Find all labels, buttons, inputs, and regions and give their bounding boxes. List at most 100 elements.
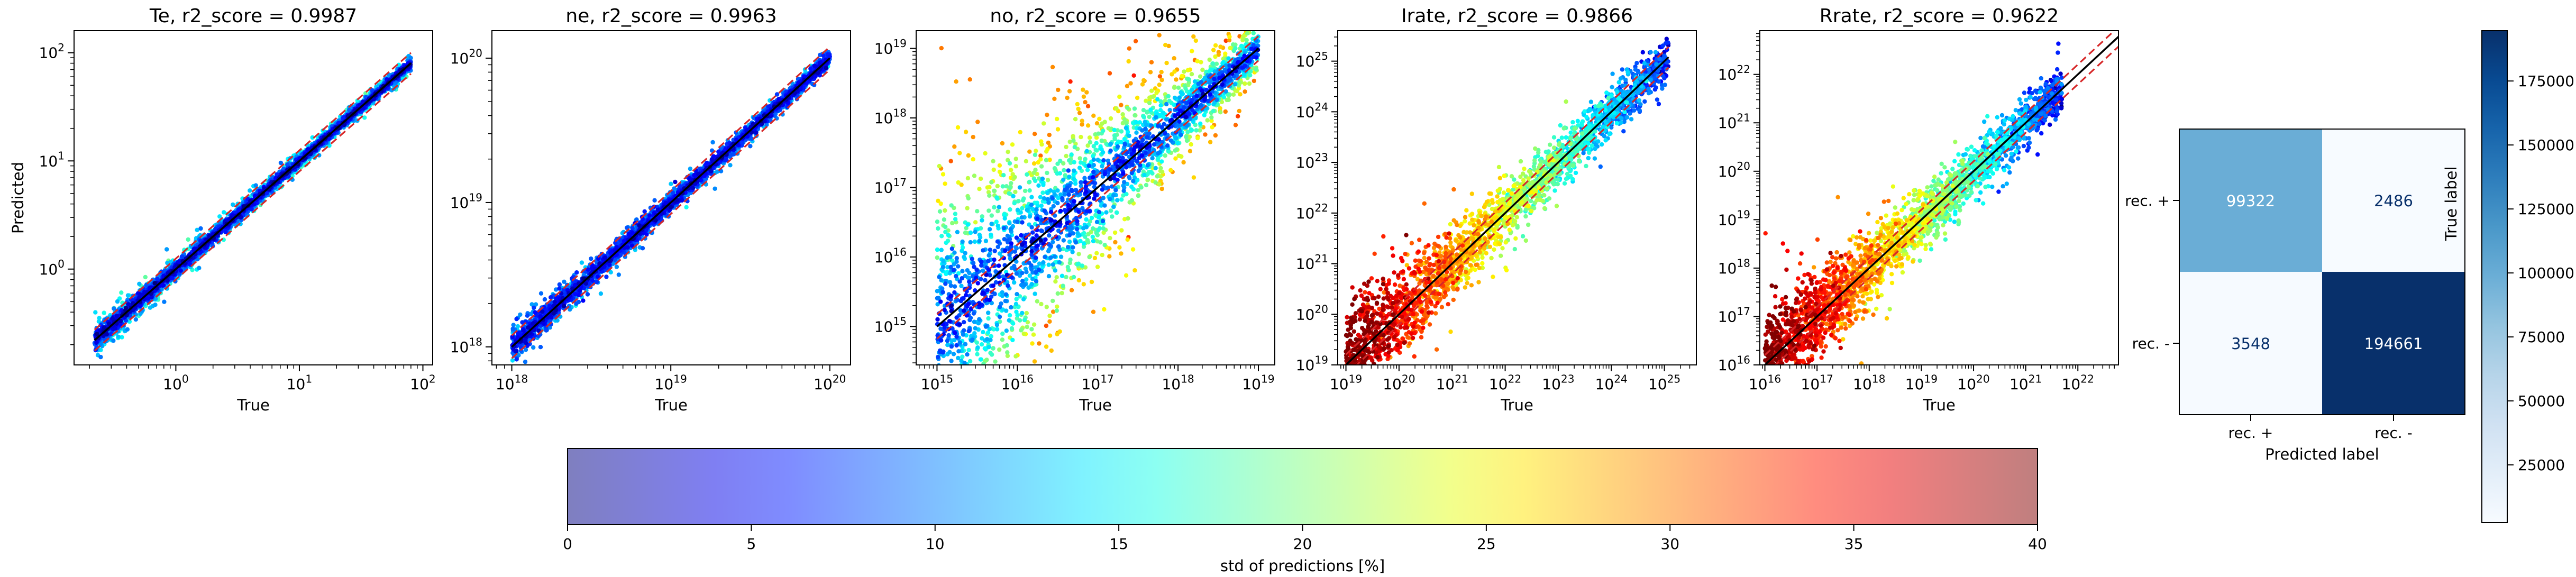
data-point — [126, 302, 131, 307]
data-point — [818, 52, 823, 58]
data-point — [310, 135, 315, 140]
y-tick-label: 100 — [39, 258, 65, 278]
data-point — [361, 99, 366, 104]
data-point — [652, 198, 657, 203]
data-point — [111, 338, 116, 343]
data-point — [102, 310, 106, 315]
data-point — [514, 357, 519, 362]
data-point — [538, 314, 543, 318]
data-point — [590, 278, 595, 283]
data-point — [533, 302, 538, 307]
data-point — [116, 334, 121, 339]
data-point — [197, 265, 202, 270]
data-point — [278, 160, 284, 166]
data-point — [598, 291, 604, 296]
data-point — [684, 205, 689, 209]
data-point — [118, 318, 123, 324]
data-point — [614, 245, 619, 250]
data-point — [98, 354, 103, 360]
data-point — [613, 241, 618, 245]
data-point — [640, 246, 645, 251]
data-point — [178, 268, 183, 273]
data-point — [198, 226, 203, 231]
data-point — [137, 281, 142, 286]
data-point — [138, 292, 143, 297]
y-tick-label: 102 — [39, 41, 65, 62]
data-point — [589, 256, 593, 261]
data-point — [629, 243, 635, 248]
data-point — [347, 107, 352, 113]
data-point — [222, 210, 226, 215]
data-point — [595, 274, 600, 279]
data-point — [647, 213, 652, 218]
data-point — [396, 62, 401, 67]
data-point — [688, 166, 693, 171]
data-point — [125, 293, 131, 298]
data-point — [642, 209, 647, 214]
data-point — [162, 299, 167, 304]
data-point — [538, 291, 544, 296]
data-point — [520, 320, 525, 325]
data-point — [523, 347, 528, 352]
data-point — [236, 207, 241, 212]
data-point — [155, 277, 160, 281]
data-point — [596, 256, 601, 261]
data-point — [748, 144, 753, 149]
data-point — [704, 161, 709, 166]
data-point — [604, 274, 609, 279]
data-point — [515, 324, 520, 329]
data-point — [115, 299, 120, 304]
data-point — [149, 295, 154, 299]
data-point — [231, 202, 235, 207]
x-tick-label: 101 — [287, 372, 312, 393]
data-point — [138, 304, 143, 308]
data-point — [777, 96, 781, 102]
data-point — [97, 316, 102, 320]
data-point — [576, 299, 581, 305]
data-point — [305, 147, 310, 152]
data-point — [153, 303, 158, 307]
data-point — [542, 297, 547, 302]
lower-band-line — [94, 73, 412, 352]
data-point — [510, 358, 515, 363]
data-point — [549, 295, 553, 300]
data-point — [730, 152, 735, 157]
y-tick-label: 101 — [39, 150, 65, 170]
x-axis-label: True — [236, 396, 270, 414]
data-point — [94, 340, 99, 345]
data-point — [525, 313, 530, 318]
data-point — [562, 287, 567, 292]
data-point — [774, 92, 780, 97]
x-tick-label: 100 — [163, 372, 188, 393]
plot-area — [510, 46, 832, 364]
data-point — [510, 326, 515, 331]
data-point — [634, 217, 639, 222]
data-point — [264, 191, 269, 196]
data-point — [95, 332, 99, 336]
data-point — [531, 345, 536, 350]
data-point — [133, 317, 138, 322]
data-point — [586, 267, 590, 272]
data-point — [195, 227, 199, 232]
upper-band-line — [94, 52, 412, 331]
data-point — [542, 305, 546, 310]
data-point — [125, 327, 130, 332]
data-point — [518, 312, 523, 317]
data-point — [148, 285, 153, 290]
data-point — [547, 325, 552, 330]
data-point — [553, 287, 559, 292]
axes-frame — [74, 30, 433, 365]
data-point — [179, 254, 185, 259]
data-point — [562, 279, 567, 284]
data-point — [114, 314, 120, 318]
data-point — [614, 264, 619, 269]
data-point — [568, 307, 572, 312]
data-point — [533, 310, 537, 315]
data-point — [574, 270, 579, 275]
data-point — [112, 306, 116, 311]
data-point — [538, 345, 543, 350]
plot-area — [92, 52, 413, 360]
